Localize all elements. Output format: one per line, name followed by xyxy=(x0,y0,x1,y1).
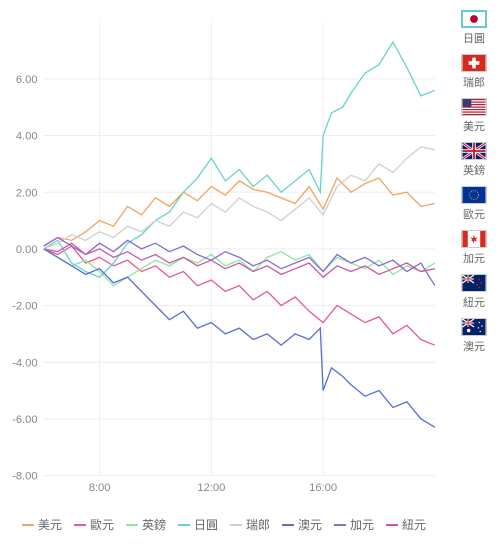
flag-label: 加元 xyxy=(463,250,485,266)
flag-icon-chf xyxy=(461,54,487,72)
bottom-legend: 美元 歐元 英鎊 日圓 瑞郎 澳元 加元 紐元 xyxy=(5,508,443,541)
series-aud xyxy=(44,249,435,427)
flag-item-chf[interactable]: 瑞郎 xyxy=(461,54,487,90)
flag-item-aud[interactable]: 澳元 xyxy=(461,318,487,354)
svg-text:16:00: 16:00 xyxy=(309,482,337,494)
flag-item-cad[interactable]: 加元 xyxy=(461,230,487,266)
svg-text:0.00: 0.00 xyxy=(16,244,38,256)
legend-item-chf[interactable]: 瑞郎 xyxy=(230,516,270,533)
flag-item-usd[interactable]: 美元 xyxy=(461,98,487,134)
flag-item-jpy[interactable]: 日圓 xyxy=(461,10,487,46)
series-jpy xyxy=(44,42,435,277)
legend-swatch xyxy=(126,524,138,526)
legend-label: 瑞郎 xyxy=(246,516,270,533)
svg-text:4.00: 4.00 xyxy=(16,131,38,143)
legend-label: 美元 xyxy=(38,516,62,533)
legend-item-nzd[interactable]: 紐元 xyxy=(386,516,426,533)
flag-icon-jpy xyxy=(461,10,487,28)
legend-item-eur[interactable]: 歐元 xyxy=(74,516,114,533)
chart-container: -8.00 -6.00 -4.00 -2.00 0.00 2.00 4.00 6.00 8:00… xyxy=(0,0,500,546)
legend-swatch xyxy=(386,524,398,526)
plot-area[interactable]: -8.00 -6.00 -4.00 -2.00 0.00 2.00 4.00 6.00 8:00… xyxy=(5,5,443,508)
legend-label: 澳元 xyxy=(298,516,322,533)
svg-text:-6.00: -6.00 xyxy=(12,414,38,426)
flag-icon-cad xyxy=(461,230,487,248)
flag-icon-aud xyxy=(461,318,487,336)
legend-label: 日圓 xyxy=(194,516,218,533)
legend-label: 紐元 xyxy=(402,516,426,533)
legend-item-gbp[interactable]: 英鎊 xyxy=(126,516,166,533)
series-usd xyxy=(44,178,435,246)
series-gbp xyxy=(44,249,435,286)
legend-swatch xyxy=(22,524,34,526)
legend-swatch xyxy=(282,524,294,526)
flag-label: 日圓 xyxy=(463,30,485,46)
chart-area: -8.00 -6.00 -4.00 -2.00 0.00 2.00 4.00 6.00 8:00… xyxy=(0,0,448,546)
legend-swatch xyxy=(230,524,242,526)
legend-swatch xyxy=(74,524,86,526)
svg-text:8:00: 8:00 xyxy=(89,482,111,494)
line-chart-svg: -8.00 -6.00 -4.00 -2.00 0.00 2.00 4.00 6.00 8:00… xyxy=(5,5,443,508)
flag-icon-gbp xyxy=(461,142,487,160)
legend-swatch xyxy=(334,524,346,526)
flag-icon-eur xyxy=(461,186,487,204)
svg-text:2.00: 2.00 xyxy=(16,187,38,199)
svg-text:-8.00: -8.00 xyxy=(12,471,38,483)
flag-label: 澳元 xyxy=(463,338,485,354)
legend-item-cad[interactable]: 加元 xyxy=(334,516,374,533)
svg-text:-2.00: -2.00 xyxy=(12,301,38,313)
svg-text:12:00: 12:00 xyxy=(197,482,225,494)
legend-item-jpy[interactable]: 日圓 xyxy=(178,516,218,533)
svg-text:-4.00: -4.00 xyxy=(12,357,38,369)
series-chf xyxy=(44,147,435,249)
flag-label: 瑞郎 xyxy=(463,74,485,90)
flag-label: 歐元 xyxy=(463,206,485,222)
legend-item-usd[interactable]: 美元 xyxy=(22,516,62,533)
svg-text:6.00: 6.00 xyxy=(16,74,38,86)
flag-label: 英鎊 xyxy=(463,162,485,178)
flag-label: 紐元 xyxy=(463,294,485,310)
legend-item-aud[interactable]: 澳元 xyxy=(282,516,322,533)
flag-item-gbp[interactable]: 英鎊 xyxy=(461,142,487,178)
legend-swatch xyxy=(178,524,190,526)
legend-label: 歐元 xyxy=(90,516,114,533)
flag-icon-nzd xyxy=(461,274,487,292)
flag-icon-usd xyxy=(461,98,487,116)
side-legend: 日圓瑞郎美元英鎊歐元加元紐元澳元 xyxy=(448,0,500,546)
flag-item-nzd[interactable]: 紐元 xyxy=(461,274,487,310)
flag-label: 美元 xyxy=(463,118,485,134)
flag-item-eur[interactable]: 歐元 xyxy=(461,186,487,222)
legend-label: 英鎊 xyxy=(142,516,166,533)
legend-label: 加元 xyxy=(350,516,374,533)
